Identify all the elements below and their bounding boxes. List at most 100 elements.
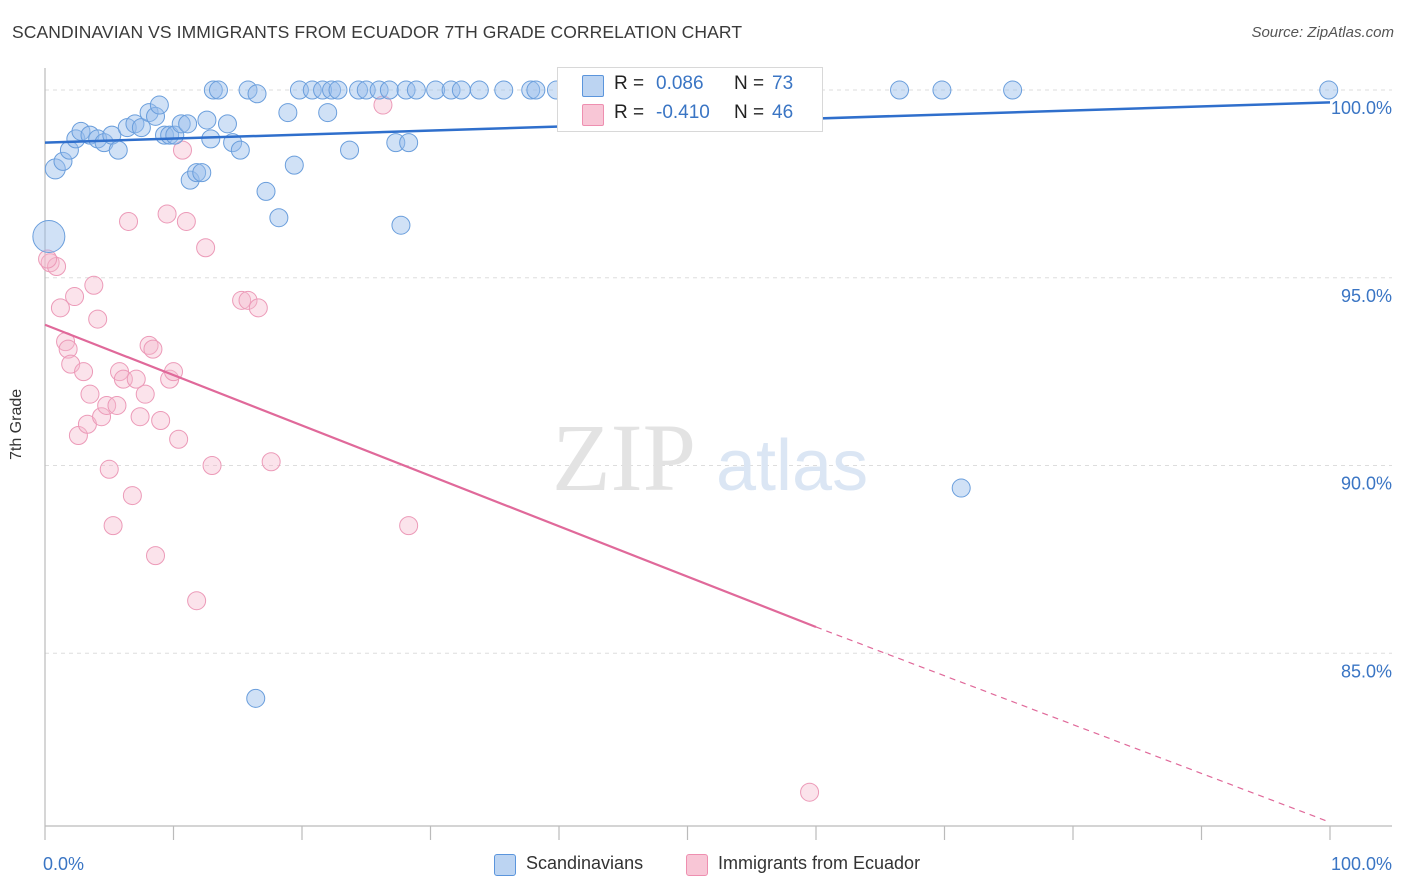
scandinavian-point <box>108 140 128 160</box>
r-value: -0.410 <box>656 102 710 123</box>
axes <box>44 68 1392 840</box>
ecuador-point <box>130 407 150 427</box>
ecuador-point <box>151 410 171 430</box>
y-axis-label: 7th Grade <box>8 388 25 460</box>
ecuador-point <box>135 384 155 404</box>
scandinavian-point <box>521 80 541 100</box>
scandinavian-points <box>32 80 1339 708</box>
scandinavian-point <box>322 80 342 100</box>
scandinavian-point <box>171 114 191 134</box>
scandinavian-point <box>269 208 289 228</box>
ecuador-point <box>399 516 419 536</box>
scandinavian-point <box>340 140 360 160</box>
scandinavian-point <box>469 80 489 100</box>
scandinavian-point <box>951 478 971 498</box>
swatch-ecuador <box>582 104 604 126</box>
scandinavian-point <box>890 80 910 100</box>
r-label: R = <box>614 73 645 94</box>
ecuador-point <box>126 369 146 389</box>
ecuador-point <box>202 456 222 476</box>
ecuador-trend-extension <box>815 626 1331 823</box>
ecuador-point <box>99 459 119 479</box>
ecuador-point <box>143 339 163 359</box>
ecuador-point <box>248 298 268 318</box>
ecuador-trend-line <box>44 323 817 629</box>
ecuador-point <box>146 546 166 566</box>
scandinavian-point <box>302 80 322 100</box>
ecuador-point <box>157 204 177 224</box>
n-label: N = <box>734 102 765 123</box>
scandinavian-point <box>192 163 212 183</box>
scandinavian-point <box>247 84 267 104</box>
legend-label: Immigrants from Ecuador <box>718 853 921 873</box>
tick-labels: 100.0% 95.0% 90.0% 85.0% 0.0% 100.0% <box>43 98 1392 874</box>
ecuador-point <box>119 211 139 231</box>
scandinavian-point <box>197 110 217 130</box>
n-label: N = <box>734 73 765 94</box>
scandinavian-point <box>284 155 304 175</box>
r-value: 0.086 <box>656 73 704 94</box>
scandinavian-point <box>180 170 200 190</box>
swatch-ecuador <box>686 854 708 876</box>
ecuador-point <box>103 516 123 536</box>
scandinavian-point <box>391 215 411 235</box>
ecuador-point <box>88 309 108 329</box>
scandinavian-point <box>146 106 166 126</box>
ecuador-point <box>74 362 94 382</box>
scandinavian-point <box>187 163 207 183</box>
scandinavian-point <box>932 80 952 100</box>
ecuador-point <box>238 290 258 310</box>
ecuador-point <box>139 335 159 355</box>
scandinavian-point <box>178 114 198 134</box>
ecuador-point <box>172 140 192 160</box>
scandinavian-point <box>399 133 419 153</box>
ecuador-point <box>261 452 281 472</box>
swatch-scandinavians <box>494 854 516 876</box>
scandinavian-point <box>396 80 416 100</box>
scandinavian-point <box>494 80 514 100</box>
y-tick-label: 90.0% <box>1341 474 1392 494</box>
n-value: 46 <box>772 102 794 123</box>
scandinavian-point <box>426 80 446 100</box>
scandinavian-point <box>32 219 66 253</box>
ecuador-point <box>65 287 85 307</box>
scandinavian-point <box>217 114 237 134</box>
series-legend: Scandinavians Immigrants from Ecuador <box>0 852 1406 878</box>
ecuador-point <box>176 211 196 231</box>
scandinavian-point <box>1319 80 1339 100</box>
chart-title: SCANDINAVIAN VS IMMIGRANTS FROM ECUADOR … <box>12 22 743 42</box>
ecuador-point <box>232 290 252 310</box>
y-tick-label: 85.0% <box>1341 661 1392 681</box>
swatch-scandinavians <box>582 75 604 97</box>
scandinavian-point <box>44 158 66 180</box>
watermark-zip: ZIP <box>552 404 696 511</box>
r-label: R = <box>614 102 645 123</box>
x-tick-label: 100.0% <box>1331 854 1392 874</box>
legend-label: Scandinavians <box>526 853 644 873</box>
ecuador-point <box>187 591 207 611</box>
scandinavian-point <box>1003 80 1023 100</box>
scandinavian-point <box>349 80 369 100</box>
ecuador-point <box>169 429 189 449</box>
scandinavian-point <box>208 80 228 100</box>
watermark-atlas: atlas <box>716 426 868 506</box>
gridlines <box>45 89 1392 654</box>
scandinavian-point <box>278 103 298 123</box>
scandinavian-point <box>139 103 159 123</box>
scandinavian-point <box>451 80 471 100</box>
scandinavian-point <box>328 80 348 100</box>
x-tick-label: 0.0% <box>43 854 84 874</box>
scandinavian-point <box>230 140 250 160</box>
stats-legend: R = 0.086 N = 73 R = -0.410 N = 46 <box>557 67 823 132</box>
scandinavian-point <box>88 129 108 149</box>
scandinavian-point <box>149 95 169 115</box>
scandinavian-point <box>379 80 399 100</box>
n-value: 73 <box>772 73 794 94</box>
ecuador-point <box>107 395 127 415</box>
scandinavian-point <box>53 151 73 171</box>
scandinavian-point <box>246 688 266 708</box>
scandinavian-point <box>318 103 338 123</box>
scandinavian-point <box>406 80 426 100</box>
ecuador-point <box>58 339 78 359</box>
